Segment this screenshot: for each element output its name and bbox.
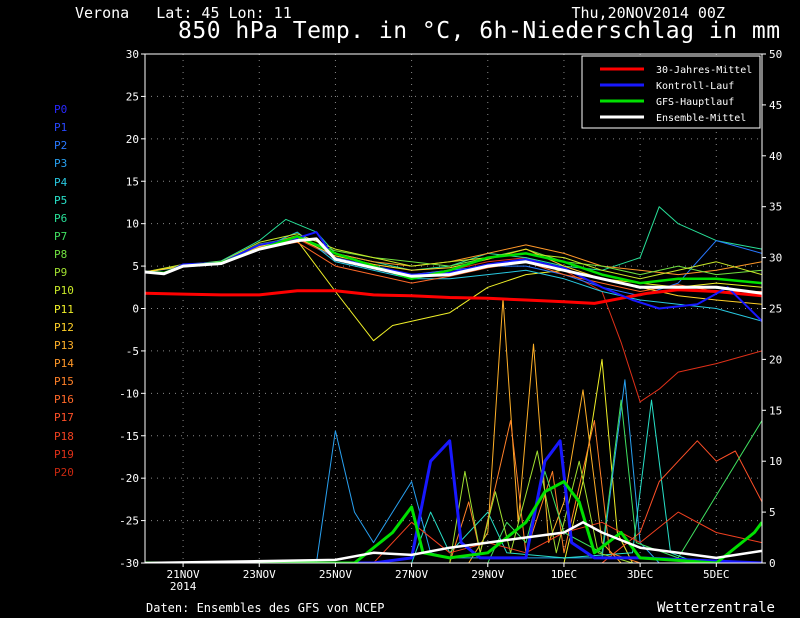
- x-tick-label: 21NOV: [167, 568, 200, 581]
- member-label-p14: P14: [54, 356, 74, 370]
- precip-series-ensemble-mittel: [145, 521, 762, 563]
- y-right-tick-label: 0: [769, 557, 776, 570]
- precip-series-p17: [145, 440, 762, 563]
- y-left-tick-label: -15: [119, 430, 139, 443]
- member-label-p1: P1: [54, 121, 68, 135]
- brand-label: Wetterzentrale: [656, 600, 775, 616]
- temp-series-kontroll-lauf: [145, 231, 762, 322]
- x-tick-label: 27NOV: [395, 568, 428, 581]
- x-tick-label: 23NOV: [243, 568, 276, 581]
- y-left-tick-label: -25: [119, 515, 139, 528]
- plot-area: [145, 206, 762, 563]
- member-label-p16: P16: [54, 393, 74, 407]
- member-label-p8: P8: [54, 248, 68, 262]
- data-credit: Daten: Ensembles des GFS von NCEP: [146, 601, 385, 615]
- y-right-tick-label: 25: [769, 303, 782, 316]
- run-date-label: Thu,20NOV2014 00Z: [571, 4, 725, 22]
- member-label-p6: P6: [54, 211, 68, 225]
- plot-frame: [144, 53, 763, 564]
- x-tick-label: 1DEC: [551, 568, 578, 581]
- chart-title: 850 hPa Temp. in °C, 6h-Niederschlag in …: [178, 18, 781, 44]
- x-tick-sublabel: 2014: [170, 580, 197, 593]
- member-label-p0: P0: [54, 103, 68, 116]
- member-label-p2: P2: [54, 139, 68, 153]
- temp-series-p19: [145, 238, 762, 403]
- temp-series-p6: [145, 206, 762, 273]
- member-label-p13: P13: [54, 338, 74, 352]
- legend-label: Kontroll-Lauf: [656, 81, 734, 92]
- precip-series-p11: [145, 358, 633, 563]
- temp-series-gfs-hauptlauf: [145, 235, 762, 285]
- legend-label: 30-Jahres-Mittel: [656, 65, 752, 76]
- y-left-tick-label: 0: [132, 303, 139, 316]
- y-right-tick-label: 15: [769, 404, 782, 417]
- x-tick-label: 5DEC: [703, 568, 730, 581]
- temp-series-ensemble-mittel: [145, 237, 762, 295]
- precip-series-p9: [145, 450, 633, 563]
- precip-series-p5: [145, 399, 698, 563]
- x-tick-label: 29NOV: [471, 568, 504, 581]
- member-label-p12: P12: [54, 320, 74, 334]
- precip-series-p13: [145, 297, 622, 563]
- y-left-tick-label: -10: [119, 387, 139, 400]
- member-label-p3: P3: [54, 157, 68, 171]
- member-label-p20: P20: [54, 465, 74, 479]
- y-left-tick-label: 10: [126, 218, 139, 231]
- y-right-tick-label: 40: [769, 150, 782, 163]
- precip-series-kontroll-lauf: [145, 439, 762, 563]
- y-left-tick-label: 5: [132, 260, 139, 273]
- y-right-tick-label: 50: [769, 48, 782, 61]
- y-right-tick-label: 5: [769, 506, 776, 519]
- member-label-p10: P10: [54, 284, 74, 298]
- y-right-tick-label: 35: [769, 201, 782, 214]
- legend-label: GFS-Hauptlauf: [656, 97, 734, 108]
- temp-series-p10: [145, 233, 762, 280]
- y-left-tick-label: 25: [126, 90, 139, 103]
- member-label-p17: P17: [54, 411, 74, 425]
- location-label: Verona Lat: 45 Lon: 11: [75, 4, 292, 22]
- precip-series-p3: [145, 379, 660, 563]
- member-label-p18: P18: [54, 429, 74, 443]
- y-left-tick-label: -5: [126, 345, 139, 358]
- y-right-tick-label: 45: [769, 99, 782, 112]
- y-right-tick-label: 30: [769, 252, 782, 265]
- member-label-p4: P4: [54, 175, 68, 189]
- member-label-p9: P9: [54, 266, 68, 280]
- member-label-p7: P7: [54, 229, 68, 243]
- precip-series-p18: [145, 511, 762, 563]
- legend-label: Ensemble-Mittel: [656, 113, 746, 124]
- member-list: P0 P1 P2 P3 P4 P5 P6 P7 P8 P9 P10 P11 P12 P13 P14 P15 P1…: [54, 101, 74, 482]
- y-right-tick-label: 10: [769, 455, 782, 468]
- member-label-p5: P5: [54, 193, 68, 207]
- y-left-tick-label: -20: [119, 472, 139, 485]
- x-tick-label: 3DEC: [627, 568, 654, 581]
- temp-series-p12: [145, 237, 762, 305]
- precip-series-gfs-hauptlauf: [145, 480, 762, 563]
- member-label-p15: P15: [54, 375, 74, 389]
- member-label-p19: P19: [54, 447, 74, 461]
- y-left-tick-label: 30: [126, 48, 139, 61]
- y-left-tick-label: 20: [126, 133, 139, 146]
- temp-series-30-jahres-mittel: [145, 288, 762, 305]
- member-label-p11: P11: [54, 302, 74, 316]
- y-right-tick-label: 20: [769, 353, 782, 366]
- y-left-tick-label: -30: [119, 557, 139, 570]
- y-left-tick-label: 15: [126, 175, 139, 188]
- x-tick-label: 25NOV: [319, 568, 352, 581]
